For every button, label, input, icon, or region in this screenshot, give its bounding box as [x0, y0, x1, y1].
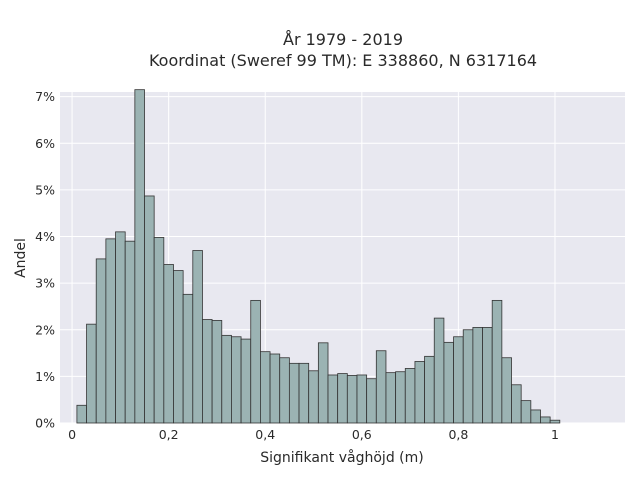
- histogram-bar: [540, 416, 551, 424]
- histogram-bar: [211, 320, 223, 424]
- histogram-bar: [298, 362, 310, 424]
- histogram-bar: [472, 327, 483, 424]
- histogram-bar: [491, 299, 503, 424]
- y-tick-label: 7%: [35, 89, 55, 104]
- histogram-bar: [414, 361, 425, 424]
- histogram-bar: [173, 270, 184, 424]
- histogram-bar: [433, 317, 445, 424]
- x-tick-label: 0,6: [352, 427, 372, 442]
- y-tick-label: 5%: [35, 182, 55, 197]
- histogram-bar: [221, 334, 232, 424]
- histogram-bar: [163, 264, 174, 424]
- y-axis-label: Andel: [13, 238, 29, 278]
- histogram-bar: [462, 329, 474, 424]
- x-axis-label: Signifikant våghöjd (m): [260, 449, 423, 466]
- x-tick-label: 0,8: [448, 427, 468, 442]
- histogram-bar: [520, 400, 532, 424]
- histogram-bar: [443, 341, 454, 424]
- chart-title-line-2: Koordinat (Sweref 99 TM): E 338860, N 63…: [149, 51, 537, 70]
- histogram-bar: [288, 362, 300, 424]
- histogram-bar: [337, 373, 348, 424]
- histogram-bar: [76, 404, 87, 424]
- histogram-bar: [240, 338, 252, 424]
- histogram-bar: [549, 419, 561, 424]
- histogram-bar: [395, 371, 406, 424]
- histogram-bar: [356, 374, 368, 424]
- histogram-bar: [231, 336, 242, 424]
- histogram-bar: [317, 342, 329, 424]
- histogram-bar: [192, 250, 203, 424]
- histogram-bar: [105, 238, 116, 424]
- histogram-bar: [482, 327, 493, 424]
- x-tick-label: 0,4: [255, 427, 275, 442]
- chart-title-line-1: År 1979 - 2019: [283, 30, 403, 49]
- histogram-bar: [182, 293, 194, 424]
- histogram-bar: [202, 319, 213, 424]
- histogram-bar: [124, 240, 136, 424]
- histogram-bar: [375, 350, 387, 424]
- histogram-bar: [279, 357, 290, 424]
- y-tick-label: 0%: [35, 416, 55, 431]
- y-tick-label: 3%: [35, 276, 55, 291]
- histogram-bar: [308, 370, 319, 424]
- histogram-bar: [385, 372, 397, 424]
- y-tick-label: 6%: [35, 136, 55, 151]
- x-tick-label: 0: [68, 427, 76, 442]
- y-tick-label: 4%: [35, 229, 55, 244]
- histogram-bar: [511, 384, 522, 424]
- histogram-bar: [453, 336, 464, 424]
- histogram-bar: [250, 299, 261, 424]
- histogram-bar: [346, 375, 358, 424]
- histogram-bar: [134, 89, 145, 424]
- histogram-bar: [424, 355, 435, 424]
- histogram-bar: [115, 231, 126, 424]
- histogram-bar: [144, 195, 155, 424]
- histogram-bars: [76, 89, 561, 424]
- x-tick-label: 1: [551, 427, 559, 442]
- histogram-bar: [95, 258, 107, 424]
- histogram-bar: [501, 357, 512, 424]
- histogram-bar: [269, 353, 281, 424]
- histogram-bar: [530, 409, 541, 424]
- axis-ticks: 0% 1% 2% 3% 4% 5% 6% 7% 0 0,2 0,4 0,6 0,8 1: [35, 89, 559, 442]
- histogram-bar: [404, 368, 416, 424]
- y-tick-label: 2%: [35, 322, 55, 337]
- histogram-bar: [86, 323, 97, 424]
- y-tick-label: 1%: [35, 369, 55, 384]
- histogram-bar: [260, 351, 271, 424]
- histogram-bar: [153, 237, 165, 424]
- histogram-bar: [327, 374, 339, 424]
- histogram-bar: [366, 378, 377, 424]
- x-tick-label: 0,2: [159, 427, 179, 442]
